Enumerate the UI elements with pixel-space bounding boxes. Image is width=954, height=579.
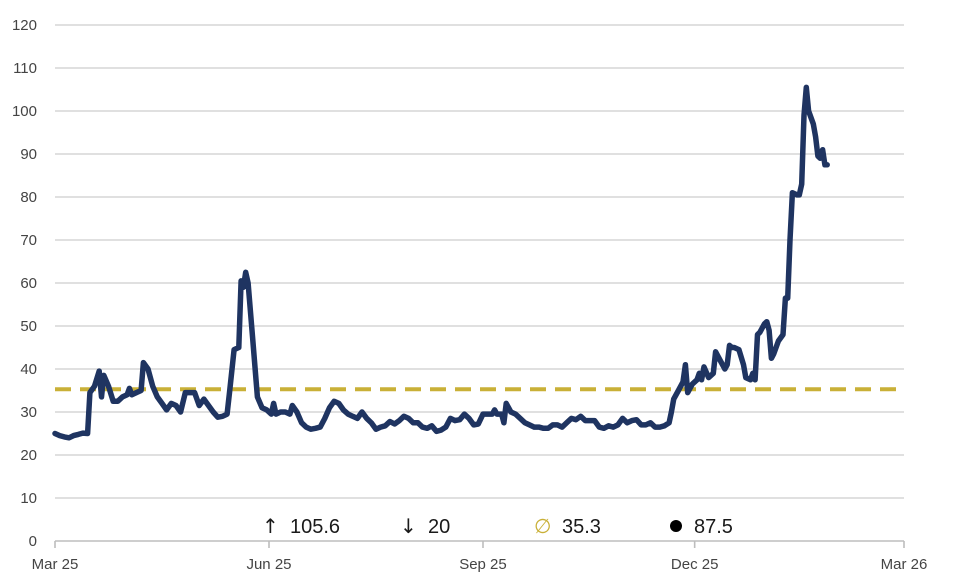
stat-average: 35.3 — [562, 516, 601, 538]
arrow-up-icon: ↑ — [262, 514, 279, 538]
y-tick-label: 120 — [12, 17, 37, 34]
y-axis-ticks: 0 10 20 30 40 50 60 70 80 90 100 110 120 — [12, 17, 37, 550]
series-line — [52, 84, 830, 441]
dot-icon — [670, 520, 682, 532]
y-tick-label: 10 — [20, 490, 37, 507]
stat-last: 87.5 — [694, 516, 733, 538]
y-tick-label: 50 — [20, 318, 37, 335]
y-tick-label: 100 — [12, 103, 37, 120]
grid — [55, 24, 904, 542]
y-tick-label: 20 — [20, 447, 37, 464]
arrow-down-icon: ↓ — [400, 514, 417, 538]
y-tick-label: 90 — [20, 146, 37, 163]
x-tick-label: Jun 25 — [246, 556, 291, 573]
x-axis-ticks: Mar 25 Jun 25 Sep 25 Dec 25 Mar 26 — [32, 541, 928, 573]
y-tick-label: 30 — [20, 404, 37, 421]
x-tick-label: Mar 26 — [881, 556, 928, 573]
y-tick-label: 70 — [20, 232, 37, 249]
x-tick-label: Mar 25 — [32, 556, 79, 573]
y-tick-label: 40 — [20, 361, 37, 378]
y-tick-label: 110 — [13, 60, 37, 77]
average-symbol-icon: ∅ — [534, 514, 551, 538]
x-tick-label: Sep 25 — [459, 556, 507, 573]
stats-bar: ↑ 105.6 ↓ 20 ∅ 35.3 87.5 — [262, 514, 733, 538]
stat-high: 105.6 — [290, 516, 340, 538]
stat-low: 20 — [428, 516, 450, 538]
y-tick-label: 60 — [20, 275, 37, 292]
x-tick-label: Dec 25 — [671, 556, 719, 573]
y-tick-label: 0 — [29, 533, 37, 550]
y-tick-label: 80 — [20, 189, 37, 206]
